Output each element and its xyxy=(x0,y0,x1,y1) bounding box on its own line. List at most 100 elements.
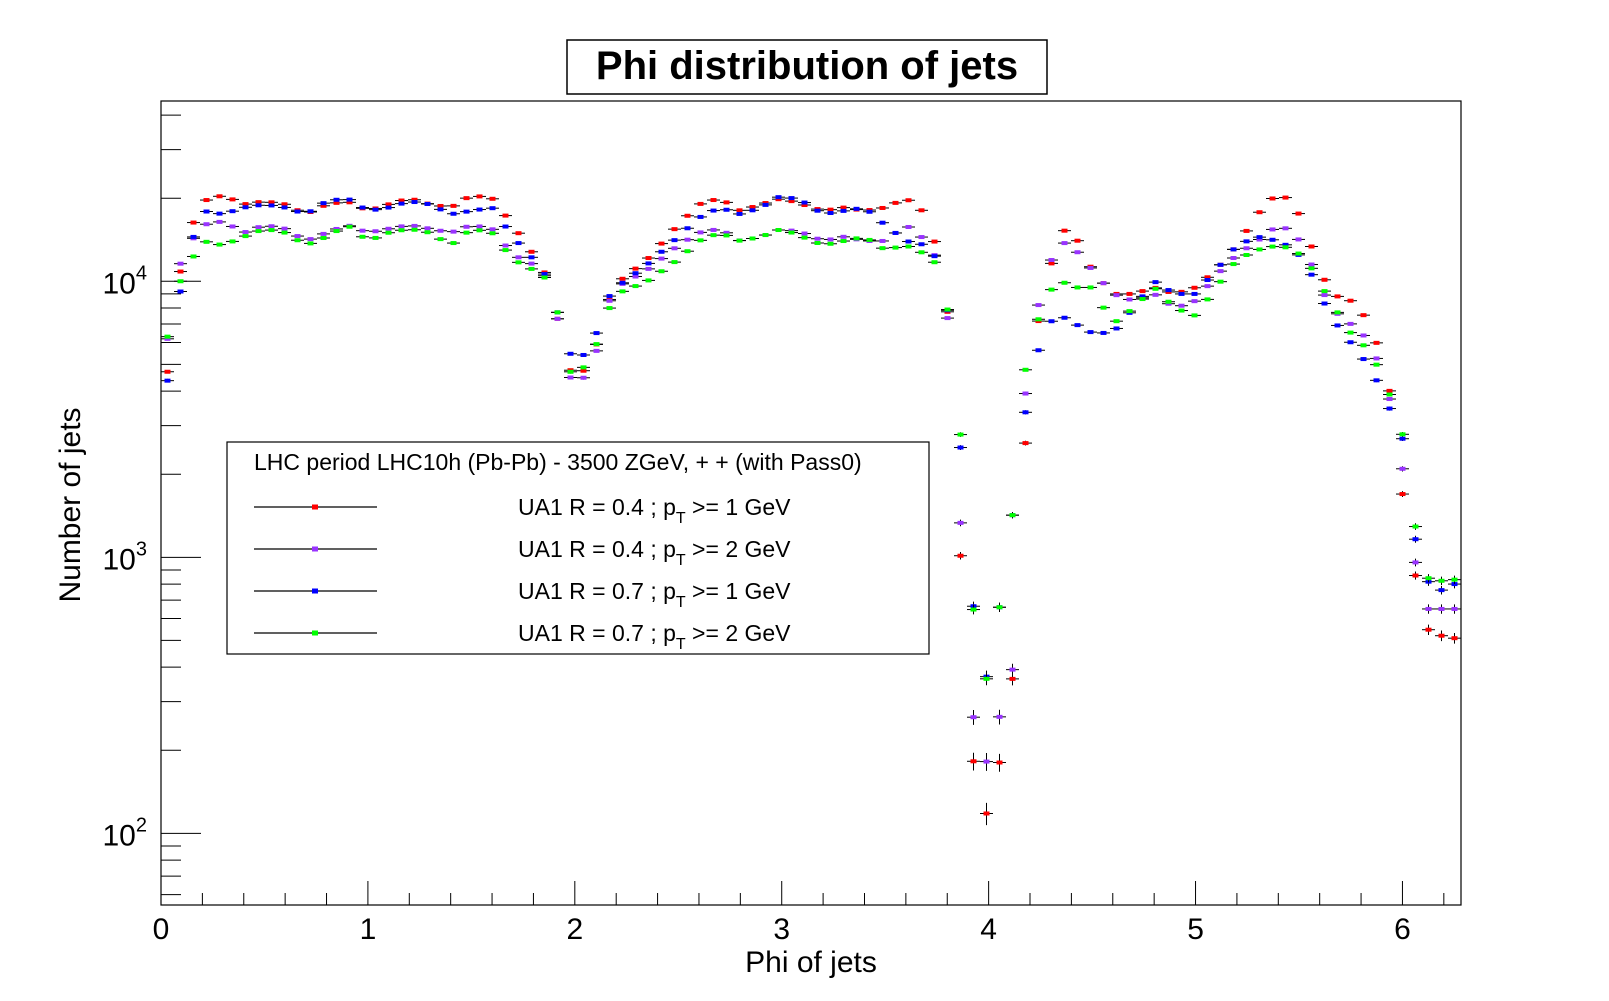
data-point xyxy=(827,207,834,212)
data-point xyxy=(801,235,808,240)
data-point xyxy=(1321,289,1328,294)
data-point xyxy=(1295,251,1302,256)
data-point xyxy=(1425,576,1432,581)
y-axis-label: Number of jets xyxy=(54,407,87,602)
legend-label-cut: >= 1 GeV xyxy=(686,494,792,520)
data-point xyxy=(554,310,561,315)
data-point xyxy=(1178,291,1185,296)
data-point xyxy=(359,234,366,239)
data-point xyxy=(1282,242,1289,247)
data-point xyxy=(1243,239,1250,244)
data-point xyxy=(762,233,769,238)
data-point xyxy=(1269,196,1276,201)
data-point xyxy=(1386,392,1393,397)
data-point xyxy=(1074,238,1081,243)
y-tick-exponent: 3 xyxy=(136,538,147,560)
data-point xyxy=(463,230,470,235)
data-point xyxy=(1035,348,1042,353)
data-point xyxy=(580,375,587,380)
data-point xyxy=(346,197,353,202)
data-point xyxy=(1256,237,1263,242)
y-tick-exponent: 4 xyxy=(136,262,147,284)
data-point xyxy=(1048,258,1055,263)
data-point xyxy=(645,261,652,266)
data-point xyxy=(1347,340,1354,345)
data-point xyxy=(1048,261,1055,266)
data-point xyxy=(385,226,392,231)
data-point xyxy=(164,334,171,339)
x-tick-label: 2 xyxy=(566,913,583,946)
data-point xyxy=(1269,244,1276,249)
data-point xyxy=(710,198,717,203)
data-point xyxy=(671,246,678,251)
y-tick-exponent: 2 xyxy=(136,814,147,836)
data-point xyxy=(658,241,665,246)
data-point xyxy=(1256,235,1263,240)
data-point xyxy=(463,209,470,214)
data-point xyxy=(320,236,327,241)
data-point xyxy=(229,197,236,202)
data-point xyxy=(905,244,912,249)
legend-label-subscript: T xyxy=(676,594,686,611)
data-point xyxy=(879,205,886,210)
data-point xyxy=(307,241,314,246)
data-point xyxy=(736,208,743,213)
x-axis-label: Phi of jets xyxy=(745,946,877,979)
data-point xyxy=(658,256,665,261)
data-point xyxy=(580,365,587,370)
data-point xyxy=(723,233,730,238)
data-point xyxy=(1412,560,1419,565)
data-point xyxy=(1308,244,1315,249)
data-point xyxy=(827,241,834,246)
data-point xyxy=(918,242,925,247)
data-point xyxy=(255,229,262,234)
data-point xyxy=(1425,627,1432,632)
y-tick-label: 102 xyxy=(103,814,148,852)
data-point xyxy=(450,241,457,246)
data-point xyxy=(1191,285,1198,290)
data-point xyxy=(476,194,483,199)
data-point xyxy=(1308,266,1315,271)
data-point xyxy=(1373,340,1380,345)
data-point xyxy=(1256,247,1263,252)
data-point xyxy=(346,200,353,205)
data-point xyxy=(1022,367,1029,372)
data-point xyxy=(1165,288,1172,293)
data-point xyxy=(1399,436,1406,441)
data-point xyxy=(1269,237,1276,242)
legend-label: UA1 R = 0.7 ; pT >= 2 GeV xyxy=(518,620,791,653)
data-point xyxy=(827,237,834,242)
data-point xyxy=(515,241,522,246)
data-point xyxy=(1334,294,1341,299)
data-point xyxy=(255,200,262,205)
data-point xyxy=(359,205,366,210)
data-point xyxy=(1360,343,1367,348)
data-point xyxy=(671,260,678,265)
data-point xyxy=(1269,227,1276,232)
data-point xyxy=(1204,278,1211,283)
series-layer xyxy=(161,194,1461,826)
legend-label-main: UA1 R = 0.4 ; p xyxy=(518,494,676,520)
data-point xyxy=(1321,301,1328,306)
data-point xyxy=(1113,319,1120,324)
x-tick-label: 0 xyxy=(153,913,170,946)
data-point xyxy=(879,220,886,225)
data-point xyxy=(1334,323,1341,328)
data-point xyxy=(983,811,990,816)
data-point xyxy=(1399,432,1406,437)
data-point xyxy=(190,254,197,259)
data-point xyxy=(1399,466,1406,471)
data-point xyxy=(1022,441,1029,446)
y-tick-base: 10 xyxy=(103,543,136,576)
data-point xyxy=(1373,362,1380,367)
data-point xyxy=(203,239,210,244)
legend-label-main: UA1 R = 0.4 ; p xyxy=(518,536,676,562)
data-point xyxy=(528,249,535,254)
data-point xyxy=(788,196,795,201)
data-point xyxy=(801,231,808,236)
data-point xyxy=(1334,310,1341,315)
data-point xyxy=(710,227,717,232)
data-point xyxy=(1061,241,1068,246)
data-point xyxy=(346,224,353,229)
